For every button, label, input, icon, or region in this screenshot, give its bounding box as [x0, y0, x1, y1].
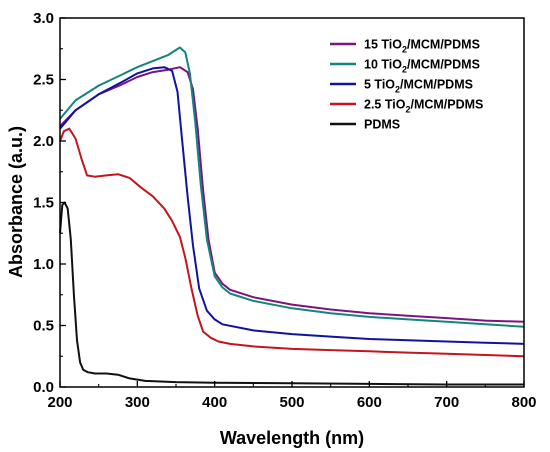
x-tick-label: 500 [279, 394, 304, 411]
legend-entry-label: PDMS [364, 118, 400, 132]
y-tick-label: 0.5 [33, 318, 54, 335]
x-axis-label: Wavelength (nm) [220, 428, 364, 448]
legend-entry-label: 2.5 TiO2/MCM/PDMS [364, 98, 483, 115]
y-tick-label: 1.5 [33, 195, 54, 212]
series-line-15-tio-mcm-pdms [59, 66, 525, 323]
series-line-5-tio-mcm-pdms [59, 66, 525, 345]
y-axis-ticks: 0.0 0.5 1.0 1.5 2.0 2.5 3.0 [33, 10, 66, 396]
y-tick-label: 3.0 [33, 10, 54, 27]
x-tick-label: 600 [357, 394, 382, 411]
y-tick-label: 0.0 [33, 379, 54, 396]
x-tick-label: 800 [511, 394, 536, 411]
x-axis-ticks: 200 300 400 500 600 700 800 [47, 381, 537, 411]
x-tick-label: 700 [434, 394, 459, 411]
legend-entry-label: 5 TiO2/MCM/PDMS [364, 78, 473, 95]
y-tick-label: 2.0 [33, 133, 54, 150]
plot-frame [59, 17, 525, 388]
x-tick-label: 200 [47, 394, 72, 411]
series-line-pdms [59, 201, 524, 386]
x-tick-label: 400 [202, 394, 227, 411]
series-line-10-tio-mcm-pdms [59, 46, 525, 328]
legend: 15 TiO2/MCM/PDMS 10 TiO2/MCM/PDMS 5 TiO2/M… [330, 38, 483, 132]
y-axis-label: Absorbance (a.u.) [6, 126, 26, 278]
x-tick-label: 300 [125, 394, 150, 411]
plot-lines [59, 46, 525, 386]
series-line-2-5-tio-mcm-pdms [59, 127, 525, 358]
legend-entry-label: 10 TiO2/MCM/PDMS [364, 58, 480, 75]
legend-entry-label: 15 TiO2/MCM/PDMS [364, 38, 480, 55]
y-tick-label: 2.5 [33, 72, 54, 89]
y-tick-label: 1.0 [33, 256, 54, 273]
